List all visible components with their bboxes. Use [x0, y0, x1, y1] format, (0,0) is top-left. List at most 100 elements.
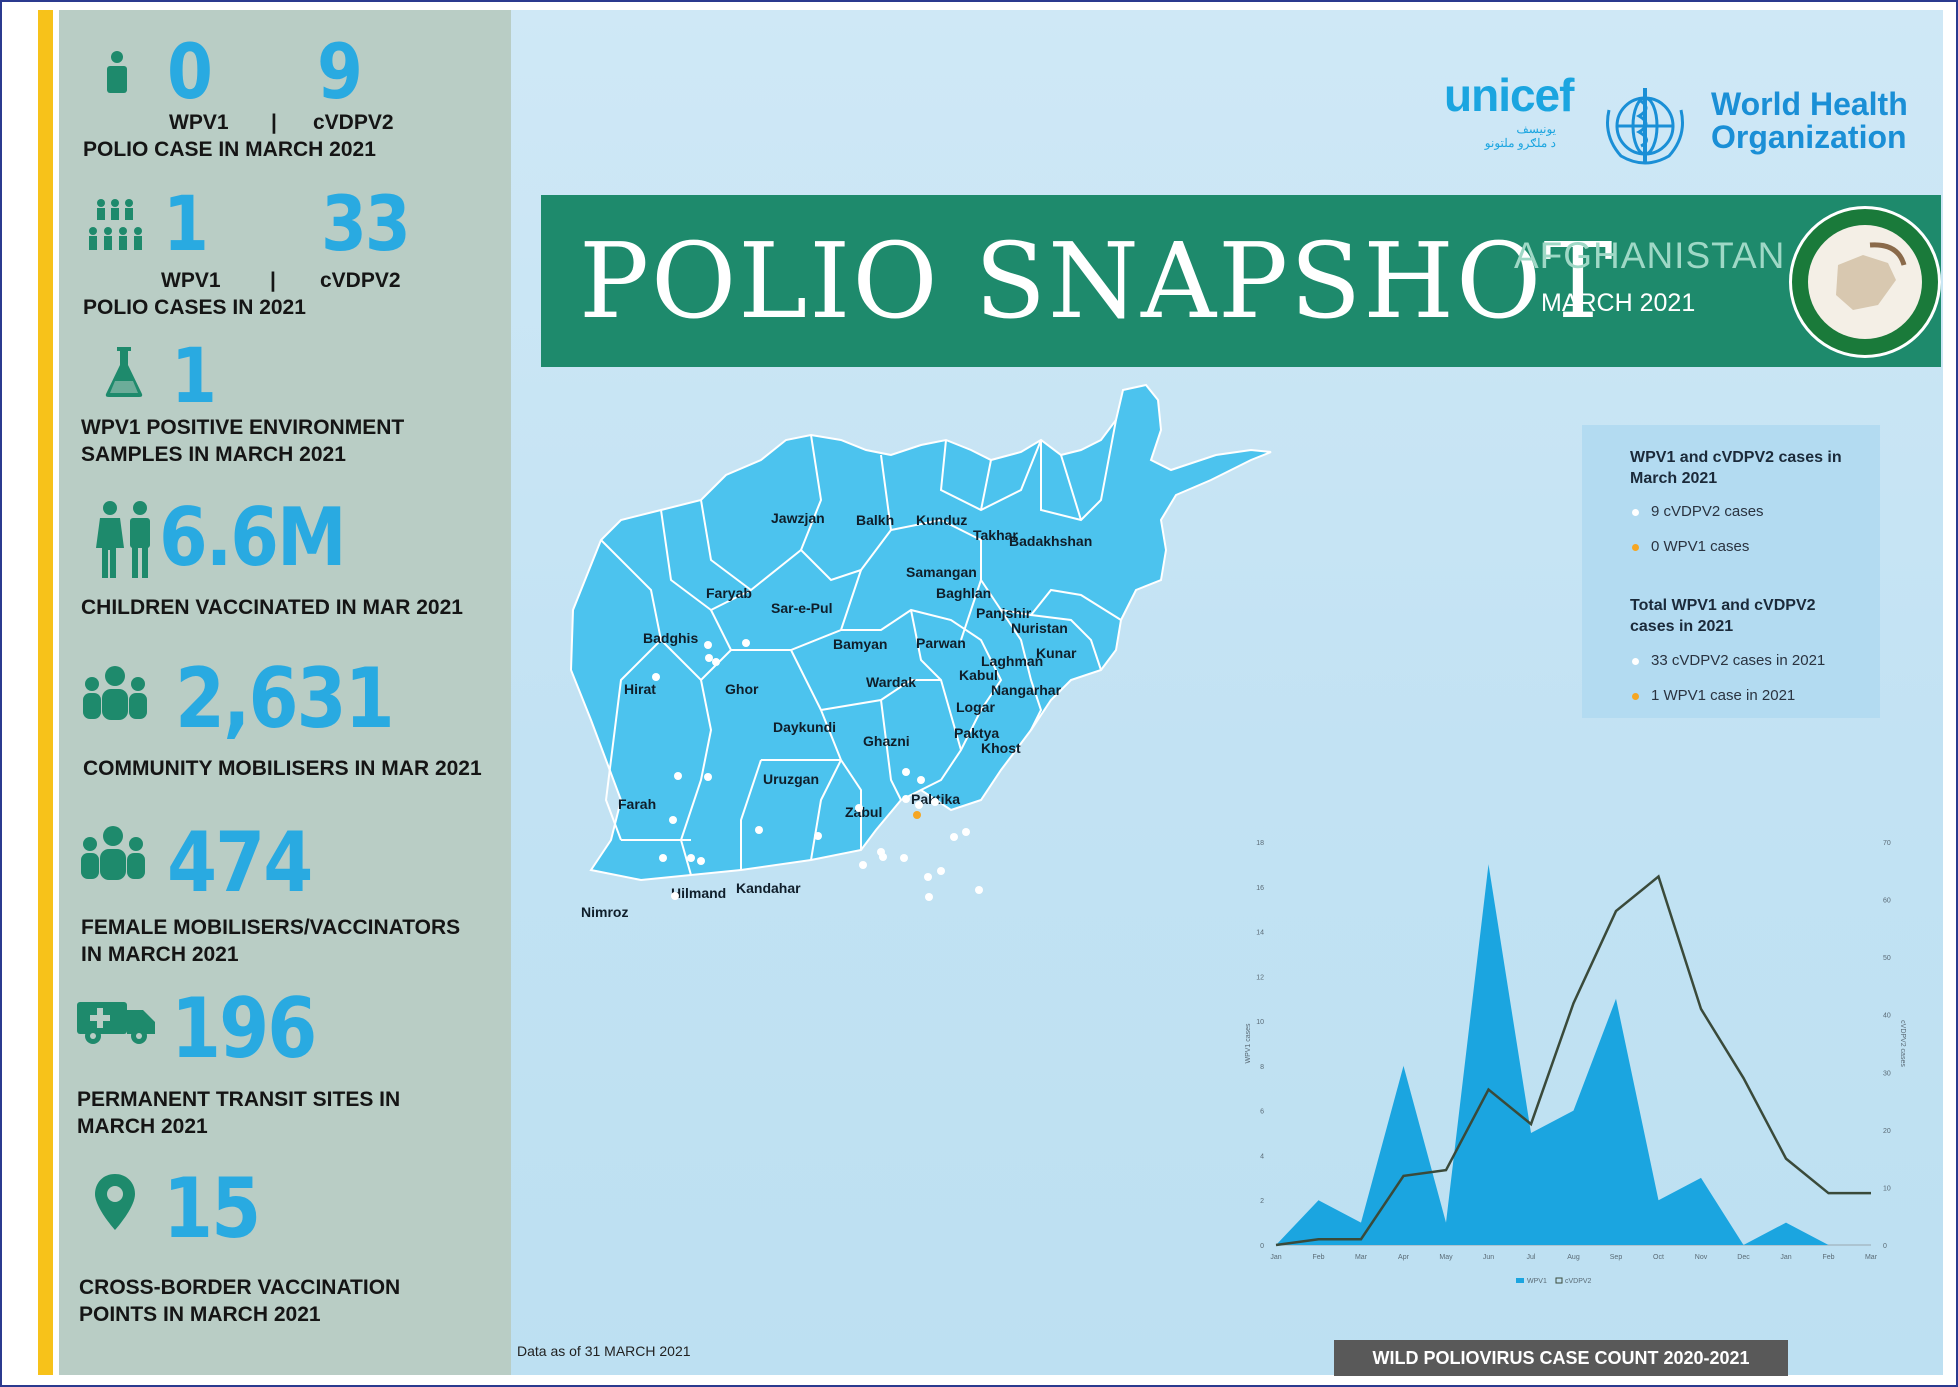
cvdpv2-case-dot: [652, 673, 660, 681]
x-tick-label: Nov: [1695, 1254, 1708, 1261]
legend-item-total-wpv1: 1 WPV1 case in 2021: [1632, 687, 1795, 704]
data-date-note: Data as of 31 MARCH 2021: [517, 1343, 691, 1359]
country-label: AFGHANISTAN: [1514, 235, 1786, 276]
cvdpv2-case-dot: [859, 861, 867, 869]
y-tick-label: 6: [1260, 1109, 1264, 1116]
y-tick-label: 18: [1256, 840, 1264, 847]
x-tick-label: Sep: [1610, 1254, 1623, 1261]
x-tick-label: Oct: [1653, 1254, 1664, 1261]
province-label: Nangarhar: [991, 682, 1062, 698]
stat-caption: COMMUNITY MOBILISERS IN MAR 2021: [83, 757, 482, 780]
province-label: Wardak: [866, 674, 916, 690]
cross-border-count: 15: [163, 1160, 261, 1257]
y2-tick-label: 0: [1883, 1243, 1887, 1250]
x-tick-label: Feb: [1312, 1254, 1324, 1261]
y2-axis-label: cVDPV2 cases: [1899, 1020, 1906, 1067]
province-label: Kabul: [959, 667, 998, 683]
province-label: Hirat: [624, 681, 656, 697]
province-borders: [600, 419, 1122, 876]
cvdpv2-case-dot: [915, 801, 923, 809]
province-label: Sar-e-Pul: [771, 600, 832, 616]
y-tick-label: 12: [1256, 974, 1264, 981]
province-label: Laghman: [981, 653, 1043, 669]
unicef-logo: unicef: [1444, 69, 1574, 121]
stat-caption-line1: WPV1 POSITIVE ENVIRONMENT: [81, 416, 405, 439]
community-mobilisers-count: 2,631: [175, 650, 395, 747]
y-tick-label: 0: [1260, 1243, 1264, 1250]
legend-label-wpv1: WPV1: [1527, 1278, 1547, 1285]
cvdpv2-case-dot: [937, 867, 945, 875]
legend-item-march-wpv1: 0 WPV1 cases: [1632, 538, 1749, 555]
cvdpv2-case-dot: [931, 798, 939, 806]
orange-dot-icon: [1632, 543, 1639, 551]
stat-caption-line1: CROSS-BORDER VACCINATION: [79, 1276, 401, 1299]
stat-caption: POLIO CASE IN MARCH 2021: [83, 138, 376, 161]
y-tick-label: 14: [1256, 930, 1264, 937]
cvdpv2-2021-count: 33: [321, 180, 411, 269]
cvdpv2-case-dot: [902, 768, 910, 776]
cvdpv2-case-dot: [924, 873, 932, 881]
province-label: Daykundi: [773, 719, 836, 735]
province-label: Kandahar: [736, 880, 801, 896]
cvdpv2-case-dot: [855, 804, 863, 812]
y-tick-label: 8: [1260, 1064, 1264, 1071]
main-panel: unicef یونیسف د ملګرو ملتونو World Healt…: [511, 10, 1943, 1376]
location-pin-icon: [95, 1174, 135, 1230]
sidebar: 0 9 WPV1 | cVDPV2 POLIO CASE IN MARCH 20…: [59, 10, 511, 1375]
who-logo-text: World Health Organization: [1711, 86, 1908, 155]
y-tick-label: 2: [1260, 1198, 1264, 1205]
x-tick-label: Jan: [1270, 1254, 1281, 1261]
x-tick-label: Feb: [1822, 1254, 1834, 1261]
province-label: Khost: [981, 740, 1021, 756]
wpv1-2021-count: 1: [163, 180, 209, 269]
province-label: Paktya: [954, 725, 999, 741]
x-tick-label: Dec: [1737, 1254, 1750, 1261]
legend-swatch-cvdpv2: [1555, 1277, 1563, 1284]
province-label: Ghor: [725, 681, 759, 697]
x-tick-label: Mar: [1355, 1254, 1368, 1261]
who-emblem-icon: [1606, 88, 1684, 165]
wpv1-label: WPV1: [169, 111, 229, 134]
province-label: Jawzjan: [771, 510, 825, 526]
cvdpv2-case-dot: [669, 816, 677, 824]
env-samples-count: 1: [171, 332, 217, 421]
ministry-seal-icon: [1789, 206, 1941, 358]
white-dot-icon: [1632, 657, 1639, 665]
y2-tick-label: 40: [1883, 1013, 1891, 1020]
cvdpv2-case-dot: [900, 854, 908, 862]
separator: |: [271, 111, 277, 134]
cvdpv2-label: cVDPV2: [320, 269, 401, 292]
person-icon: [107, 51, 127, 93]
legend-label-cvdpv2: cVDPV2: [1565, 1278, 1592, 1285]
lab-flask-icon: [105, 347, 143, 397]
y2-tick-label: 30: [1883, 1070, 1891, 1077]
separator: |: [270, 269, 276, 292]
province-label: Nimroz: [581, 904, 628, 920]
province-label: Ghazni: [863, 733, 910, 749]
case-count-chart: 0 2 4 6 8 10 12 14 16 18 0 10 20 30 40 50 60 70 WPV1 cases…: [1245, 840, 1906, 1285]
children-vaccinated-count: 6.6M: [159, 490, 347, 585]
province-label: Hilmand: [671, 885, 726, 901]
x-tick-label: Jul: [1527, 1254, 1536, 1261]
cvdpv2-case-dot: [704, 773, 712, 781]
legend-march-title: WPV1 and cVDPV2 cases in March 2021: [1630, 449, 1842, 487]
map-legend: WPV1 and cVDPV2 cases in March 2021 9 cV…: [1582, 425, 1880, 718]
white-dot-icon: [1632, 508, 1639, 516]
cvdpv2-case-dot: [755, 826, 763, 834]
y2-tick-label: 50: [1883, 955, 1891, 962]
chart-title-bar: WILD POLIOVIRUS CASE COUNT 2020-2021: [1334, 1340, 1788, 1376]
cvdpv2-case-dot: [962, 828, 970, 836]
accent-strip: [38, 10, 53, 1375]
province-label: Nuristan: [1011, 620, 1068, 636]
province-label: Samangan: [906, 564, 977, 580]
province-label: Zabul: [845, 804, 882, 820]
children-icon: [96, 501, 150, 578]
cvdpv2-case-dot: [975, 886, 983, 894]
legend-item-total-cvdpv2: 33 cVDPV2 cases in 2021: [1632, 652, 1825, 669]
y2-tick-label: 20: [1883, 1128, 1891, 1135]
crowd-icon: [81, 826, 145, 880]
province-label: Farah: [618, 796, 656, 812]
group-people-icon: [89, 199, 142, 250]
stat-caption-line1: PERMANENT TRANSIT SITES IN: [77, 1088, 401, 1111]
cvdpv2-case-dot: [687, 854, 695, 862]
